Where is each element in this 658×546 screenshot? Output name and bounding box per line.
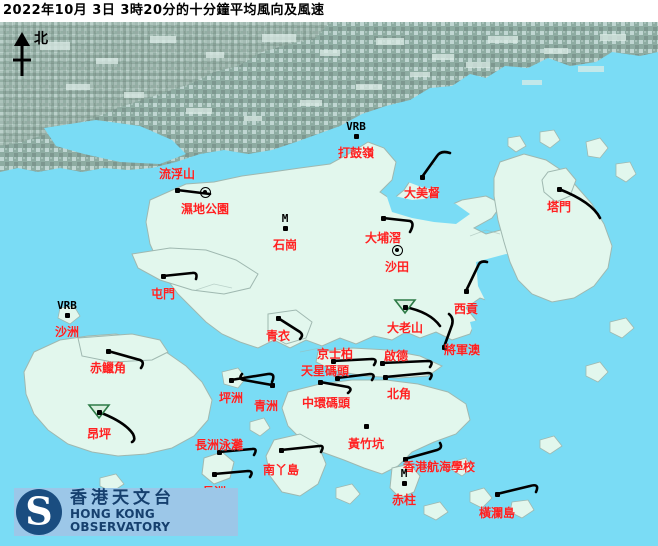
station-dot[interactable]: [364, 424, 369, 429]
hko-logo: 香港天文台 HONG KONG OBSERVATORY: [14, 488, 238, 536]
wind-barb: [464, 260, 489, 293]
wind-barb: [161, 271, 198, 281]
north-label: 北: [34, 31, 48, 47]
station-label: 中環碼頭: [301, 396, 351, 410]
station-dot[interactable]: [420, 175, 425, 180]
station-calm-code: M: [281, 212, 289, 225]
station-dot[interactable]: [331, 359, 336, 364]
wind-barb: [495, 483, 539, 496]
station-label: 青洲: [253, 399, 279, 413]
station-label: 赤柱: [391, 493, 417, 507]
station-dot[interactable]: [276, 316, 281, 321]
station-dot[interactable]: [464, 289, 469, 294]
station-dot[interactable]: [383, 375, 388, 380]
station-dot[interactable]: [403, 305, 408, 310]
wind-barb: [276, 316, 304, 341]
station-dot[interactable]: [212, 472, 217, 477]
station-label: 香港航海學校: [402, 460, 476, 474]
station-dot[interactable]: [381, 216, 386, 221]
station-label: 啟德: [383, 349, 409, 363]
map-basemap: [0, 22, 658, 546]
station-dot[interactable]: [161, 274, 166, 279]
wind-barb: [420, 150, 452, 179]
station-dot[interactable]: [106, 349, 111, 354]
station-calm-code: M: [400, 467, 408, 480]
station-label: 赤鱲角: [89, 361, 127, 375]
station-label: 塔門: [546, 200, 572, 214]
station-dot[interactable]: [217, 450, 222, 455]
station-label: 大埔滘: [364, 231, 402, 245]
wind-barb: [229, 372, 275, 384]
station-label: 西貢: [453, 302, 479, 316]
wind-barb: [335, 372, 375, 382]
wind-barb: [212, 469, 253, 479]
hko-logo-zh: 香港天文台: [70, 488, 175, 509]
wind-barbs-layer: [97, 150, 602, 496]
station-variable-code: VRB: [346, 120, 366, 133]
hko-logo-mark: [16, 489, 62, 535]
wind-barb: [97, 410, 136, 444]
station-dot[interactable]: [557, 187, 562, 192]
station-label: 天星碼頭: [300, 364, 350, 378]
station-calm-marker[interactable]: [199, 186, 211, 198]
station-label: 大老山: [386, 321, 424, 335]
station-dot[interactable]: [97, 410, 102, 415]
wind-barb: [380, 359, 433, 369]
station-dot[interactable]: [270, 383, 275, 388]
station-dot[interactable]: [65, 313, 70, 318]
station-label: 大美督: [403, 186, 441, 200]
station-label: 橫瀾島: [478, 506, 516, 520]
station-label: 沙田: [384, 260, 410, 274]
station-label: 南丫島: [262, 463, 300, 477]
station-label: 石崗: [272, 238, 298, 252]
station-dot[interactable]: [442, 345, 447, 350]
station-label: 京士柏: [316, 347, 354, 361]
station-label: 打鼓嶺: [337, 146, 375, 160]
wind-barb: [106, 349, 145, 370]
station-dot[interactable]: [380, 361, 385, 366]
wind-barb: [217, 447, 257, 457]
wind-barb: [403, 441, 443, 461]
station-dot[interactable]: [229, 378, 234, 383]
station-dot[interactable]: [279, 448, 284, 453]
station-label: 流浮山: [158, 167, 196, 181]
north-arrow: 北: [8, 30, 56, 80]
wind-barb: [318, 380, 352, 395]
station-dot[interactable]: [283, 226, 288, 231]
station-label: 北角: [386, 387, 412, 401]
wind-barb: [383, 371, 433, 381]
station-dot[interactable]: [335, 376, 340, 381]
hko-logo-en: HONG KONG OBSERVATORY: [70, 507, 171, 534]
wind-barb: [381, 216, 414, 234]
map-canvas[interactable]: VRB 打鼓嶺流浮山濕地公園 M 石崗 大美督塔門大埔滘沙田屯門 VRB 沙洲赤鱲角昂坪 西貢…: [0, 22, 658, 546]
station-label: 坪洲: [218, 391, 244, 405]
station-label: 屯門: [150, 287, 176, 301]
station-label: 將軍澳: [443, 343, 481, 357]
station-label: 昂坪: [86, 427, 112, 441]
station-label: 沙洲: [54, 325, 80, 339]
station-variable-code: VRB: [57, 299, 77, 312]
station-label: 黃竹坑: [347, 437, 385, 451]
station-dot[interactable]: [402, 481, 407, 486]
north-arrow-icon: [13, 32, 31, 76]
station-dot[interactable]: [495, 492, 500, 497]
wind-barb: [557, 187, 602, 220]
station-dot[interactable]: [403, 457, 408, 462]
station-label: 濕地公園: [180, 202, 230, 216]
station-dot[interactable]: [175, 188, 180, 193]
wind-barb: [442, 312, 454, 349]
page-title: 2022年10月 3日 3時20分的十分鐘平均風向及風速: [0, 0, 658, 22]
station-label: 青衣: [265, 329, 291, 343]
station-dot[interactable]: [318, 380, 323, 385]
wind-barb: [279, 444, 324, 454]
station-dot[interactable]: [354, 134, 359, 139]
wind-barb: [331, 357, 377, 367]
station-label: 長洲泳灘: [194, 438, 244, 452]
station-calm-marker[interactable]: [391, 244, 403, 256]
